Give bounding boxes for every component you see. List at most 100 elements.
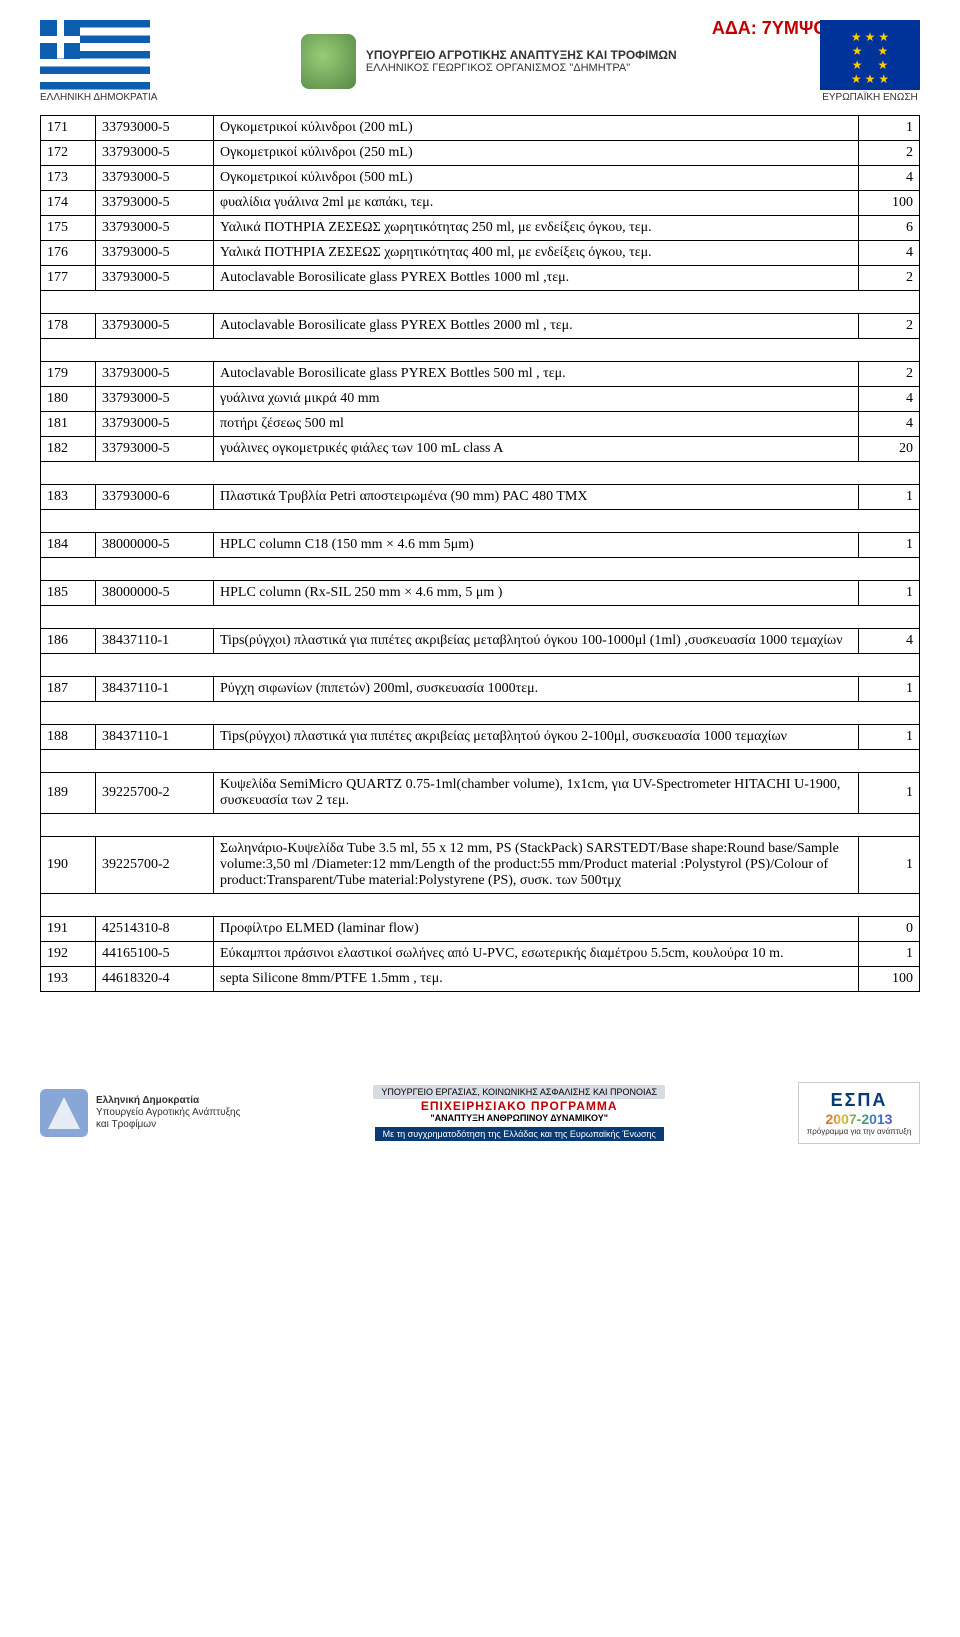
table-row: 17233793000-5Ογκομετρικοί κύλινδροι (250… [41,141,920,166]
footer-left: Ελληνική Δημοκρατία Υπουργείο Αγροτικής … [40,1089,240,1137]
row-qty: 4 [859,412,920,437]
row-code: 33793000-5 [96,141,214,166]
row-qty: 6 [859,216,920,241]
espa-title: ΕΣΠΑ [831,1090,888,1110]
row-number: 174 [41,191,96,216]
row-number: 180 [41,387,96,412]
row-number: 188 [41,725,96,750]
table-row: 18638437110-1Tips(ρύγχοι) πλαστικά για π… [41,629,920,654]
row-code: 39225700-2 [96,837,214,894]
row-code: 33793000-5 [96,362,214,387]
row-number: 177 [41,266,96,291]
row-number: 171 [41,116,96,141]
espa-heading: ΕΣΠΑ [831,1090,888,1111]
table-row: 17933793000-5Autoclavable Borosilicate g… [41,362,920,387]
row-code: 33793000-5 [96,116,214,141]
row-code: 38437110-1 [96,725,214,750]
row-description: Ρύγχη σιφωνίων (πιπετών) 200ml, συσκευασ… [214,677,859,702]
row-qty: 0 [859,917,920,942]
table-row: 19244165100-5Εύκαμπτοι πράσινοι ελαστικο… [41,942,920,967]
national-emblem-icon [40,1089,88,1137]
table-spacer-row [41,510,920,533]
header-right: ΕΥΡΩΠΑΪΚΗ ΕΝΩΣΗ [820,20,920,103]
row-description: Ογκομετρικοί κύλινδροι (500 mL) [214,166,859,191]
epix-mid: ΕΠΙΧΕΙΡΗΣΙΑΚΟ ΠΡΟΓΡΑΜΜΑ [421,1099,618,1113]
table-row: 19039225700-2Σωληνάριο-Κυψελίδα Tube 3.5… [41,837,920,894]
row-description: Σωληνάριο-Κυψελίδα Tube 3.5 ml, 55 x 12 … [214,837,859,894]
row-number: 175 [41,216,96,241]
row-number: 187 [41,677,96,702]
row-code: 38000000-5 [96,533,214,558]
row-code: 33793000-5 [96,191,214,216]
eu-flag-icon [820,20,920,90]
table-row: 17133793000-5Ογκομετρικοί κύλινδροι (200… [41,116,920,141]
row-qty: 100 [859,967,920,992]
row-number: 186 [41,629,96,654]
row-number: 178 [41,314,96,339]
row-description: Προφίλτρο ELMED (laminar flow) [214,917,859,942]
row-description: ποτήρι ζέσεως 500 ml [214,412,859,437]
row-qty: 2 [859,266,920,291]
table-row: 18538000000-5HPLC column (Rx-SIL 250 mm … [41,581,920,606]
row-number: 172 [41,141,96,166]
row-description: Υαλικά ΠΟΤΗΡΙΑ ΖΕΣΕΩΣ χωρητικότητας 250 … [214,216,859,241]
footer-left-line3: και Τροφίμων [96,1119,240,1131]
row-number: 183 [41,485,96,510]
items-table: 17133793000-5Ογκομετρικοί κύλινδροι (200… [40,115,920,992]
table-row: 18738437110-1Ρύγχη σιφωνίων (πιπετών) 20… [41,677,920,702]
row-code: 42514310-8 [96,917,214,942]
row-qty: 1 [859,942,920,967]
row-code: 44618320-4 [96,967,214,992]
row-number: 193 [41,967,96,992]
row-qty: 1 [859,677,920,702]
row-qty: 2 [859,362,920,387]
row-code: 38437110-1 [96,677,214,702]
row-number: 179 [41,362,96,387]
row-number: 190 [41,837,96,894]
table-row: 17433793000-5φυαλίδια γυάλινα 2ml με καπ… [41,191,920,216]
row-description: Εύκαμπτοι πράσινοι ελαστικοί σωλήνες από… [214,942,859,967]
row-number: 184 [41,533,96,558]
row-description: Tips(ρύγχοι) πλαστικά για πιπέτες ακριβε… [214,629,859,654]
row-qty: 1 [859,581,920,606]
spacer-cell [41,654,920,677]
spacer-cell [41,558,920,581]
spacer-cell [41,339,920,362]
table-row: 18438000000-5HPLC column C18 (150 mm × 4… [41,533,920,558]
row-code: 33793000-5 [96,216,214,241]
spacer-cell [41,291,920,314]
table-row: 18939225700-2Κυψελίδα SemiMicro QUARTZ 0… [41,773,920,814]
table-spacer-row [41,291,920,314]
row-code: 33793000-5 [96,412,214,437]
espa-sub: πρόγραμμα για την ανάπτυξη [807,1127,912,1136]
row-qty: 1 [859,725,920,750]
row-qty: 1 [859,533,920,558]
table-row: 17633793000-5Υαλικά ΠΟΤΗΡΙΑ ΖΕΣΕΩΣ χωρητ… [41,241,920,266]
row-qty: 2 [859,141,920,166]
table-spacer-row [41,750,920,773]
row-qty: 4 [859,387,920,412]
spacer-cell [41,894,920,917]
greek-flag-caption: ΕΛΛΗΝΙΚΗ ΔΗΜΟΚΡΑΤΙΑ [40,92,157,103]
row-description: Ογκομετρικοί κύλινδροι (250 mL) [214,141,859,166]
table-spacer-row [41,558,920,581]
table-spacer-row [41,462,920,485]
row-code: 33793000-6 [96,485,214,510]
header-left: ΕΛΛΗΝΙΚΗ ΔΗΜΟΚΡΑΤΙΑ [40,20,157,103]
table-row: 17833793000-5Autoclavable Borosilicate g… [41,314,920,339]
table-row: 19344618320-4septa Silicone 8mm/PTFE 1.5… [41,967,920,992]
row-number: 192 [41,942,96,967]
row-description: Πλαστικά Τρυβλία Petri αποστειρωμένα (90… [214,485,859,510]
table-spacer-row [41,702,920,725]
epix-low: "ΑΝΑΠΤΥΞΗ ΑΝΘΡΩΠΙΝΟΥ ΔΥΝΑΜΙΚΟΥ" [430,1113,608,1123]
ministry-text: ΥΠΟΥΡΓΕΙΟ ΑΓΡΟΤΙΚΗΣ ΑΝΑΠΤΥΞΗΣ ΚΑΙ ΤΡΟΦΙΜ… [366,48,677,76]
row-qty: 2 [859,314,920,339]
table-row: 18838437110-1Tips(ρύγχοι) πλαστικά για π… [41,725,920,750]
table-spacer-row [41,654,920,677]
row-number: 181 [41,412,96,437]
row-code: 33793000-5 [96,387,214,412]
table-row: 18333793000-6Πλαστικά Τρυβλία Petri αποσ… [41,485,920,510]
table-row: 18233793000-5γυάλινες ογκομετρικές φιάλε… [41,437,920,462]
table-spacer-row [41,606,920,629]
spacer-cell [41,750,920,773]
